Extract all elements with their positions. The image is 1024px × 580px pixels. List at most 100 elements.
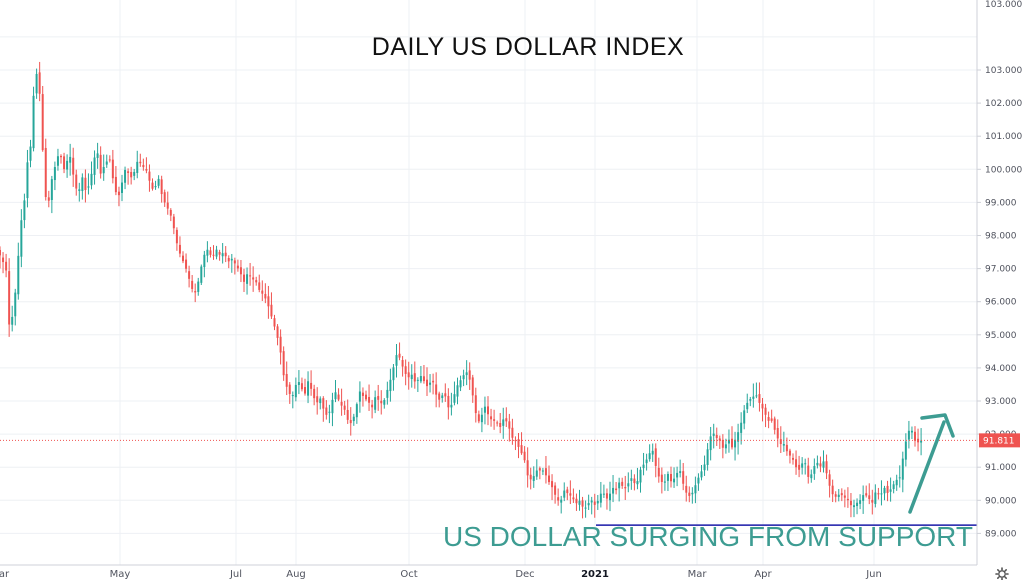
candle (612, 475, 615, 503)
candle (755, 382, 758, 399)
candle (148, 164, 151, 192)
candle (288, 382, 291, 404)
candle (29, 139, 32, 168)
candle (758, 382, 761, 412)
candle (743, 405, 746, 430)
candle (718, 435, 721, 449)
candle (172, 213, 175, 235)
candle (407, 361, 410, 390)
candle (313, 384, 316, 406)
candle (154, 180, 157, 190)
candle (166, 191, 169, 215)
arrow-up-icon (908, 413, 955, 514)
candle (450, 392, 453, 416)
candle (831, 479, 834, 503)
candle (895, 474, 898, 491)
candle (834, 491, 837, 503)
candle (69, 143, 72, 176)
candle (578, 489, 581, 511)
candle (334, 380, 337, 403)
candle (901, 451, 904, 493)
last-price-value: 91.811 (983, 436, 1015, 446)
candle (511, 418, 514, 445)
candle (233, 257, 236, 275)
candle (310, 370, 313, 396)
candle (471, 374, 474, 403)
candle (273, 314, 276, 331)
candle (127, 168, 130, 185)
candle (761, 398, 764, 422)
candle (685, 475, 688, 502)
candle (221, 243, 224, 264)
last-price-tag: 91.811 (979, 433, 1020, 448)
candle (343, 400, 346, 415)
candle (788, 448, 791, 464)
candle (383, 398, 386, 409)
support-annotation: US DOLLAR SURGING FROM SUPPORT (443, 521, 973, 552)
candle (392, 363, 395, 391)
candle (47, 190, 50, 208)
y-tick-label: 99.000 (985, 198, 1017, 208)
candle (825, 454, 828, 480)
candle (548, 465, 550, 485)
candle (50, 175, 53, 214)
candle (541, 467, 544, 476)
y-tick-label: 98.000 (985, 232, 1017, 242)
y-tick-label: 95.000 (985, 331, 1017, 341)
candle (246, 267, 249, 295)
candle (914, 426, 916, 447)
candle (279, 329, 282, 365)
candle (657, 457, 660, 483)
candle (734, 431, 737, 461)
candle (514, 436, 517, 451)
candle (194, 283, 197, 303)
candle (99, 146, 102, 179)
candle (322, 396, 325, 422)
candle (90, 161, 93, 190)
candle (810, 469, 813, 483)
candle (422, 364, 425, 384)
candle (114, 166, 117, 196)
candle (102, 154, 105, 181)
candle (499, 412, 502, 434)
x-tick-label: Apr (754, 569, 772, 580)
candle (252, 266, 255, 292)
candle (456, 377, 459, 405)
candle (426, 367, 428, 396)
candle (703, 455, 706, 476)
candle (795, 450, 798, 475)
candle (84, 169, 87, 203)
candle (535, 459, 538, 480)
candle (142, 158, 145, 171)
candle (871, 489, 874, 515)
candle (337, 388, 340, 402)
candle (209, 246, 212, 258)
candle (660, 467, 663, 494)
candle (32, 86, 35, 152)
candle (572, 488, 575, 503)
x-tick-label: Jul (229, 569, 242, 580)
candle (441, 392, 444, 403)
candle (544, 456, 547, 484)
candle (401, 356, 404, 377)
candle (666, 471, 669, 492)
candle (715, 427, 718, 446)
candle (264, 283, 267, 304)
candle (340, 388, 343, 416)
candle (609, 481, 611, 512)
candle (133, 168, 136, 181)
candle (249, 262, 252, 286)
candle (712, 423, 715, 449)
candle (904, 433, 907, 467)
candle (111, 149, 114, 184)
candle (773, 416, 776, 435)
candle (792, 453, 794, 465)
candle (81, 173, 84, 200)
x-tick-label: Aug (286, 569, 306, 580)
candle (361, 387, 364, 407)
candle (130, 166, 133, 185)
candle (72, 147, 75, 187)
candle (459, 375, 462, 392)
candle (386, 381, 389, 405)
